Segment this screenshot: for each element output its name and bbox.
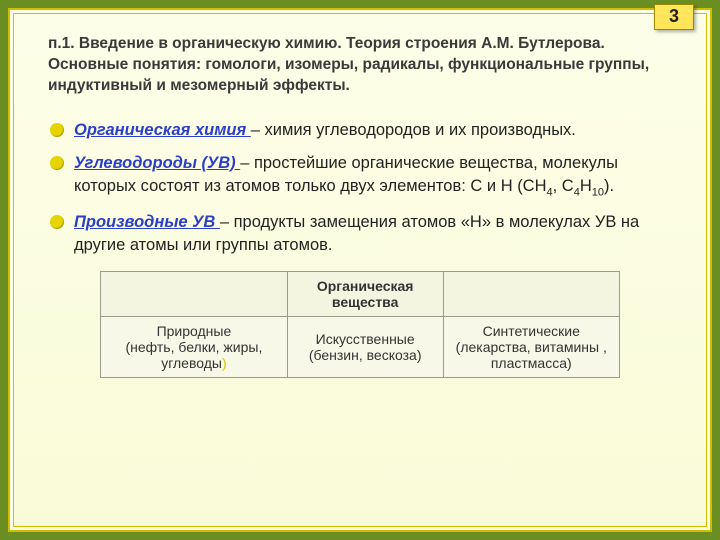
table-row: Природные (нефть, белки, жиры, углеводы)… [101, 316, 620, 377]
definition-item: Углеводороды (УВ) – простейшие органичес… [54, 152, 672, 201]
table-cell: Синтетические (лекарства, витамины , пла… [443, 316, 619, 377]
term-text: – химия углеводородов и их производных. [251, 121, 576, 139]
cell-text: (нефть, белки, жиры, углеводы [125, 339, 262, 371]
term-text: Н [580, 177, 592, 195]
table-cell: Природные (нефть, белки, жиры, углеводы) [101, 316, 288, 377]
term-text: , С [553, 177, 574, 195]
table-header-center: Органическая вещества [287, 271, 443, 316]
slide-panel: п.1. Введение в органическую химию. Теор… [13, 13, 707, 527]
cell-text: Искусственные [316, 331, 415, 347]
table-wrapper: Органическая вещества Природные (нефть, … [48, 271, 672, 378]
cell-text: (лекарства, витамины , пластмасса) [456, 339, 607, 371]
substances-table: Органическая вещества Природные (нефть, … [100, 271, 620, 378]
subscript: 10 [592, 186, 604, 198]
definition-item: Производные УВ – продукты замещения атом… [54, 211, 672, 257]
term-label: Углеводороды (УВ) [74, 154, 240, 172]
slide-outer: 3 п.1. Введение в органическую химию. Те… [8, 8, 712, 532]
cell-text: Природные [157, 323, 232, 339]
term-label: Производные УВ [74, 213, 220, 231]
slide-heading: п.1. Введение в органическую химию. Теор… [48, 34, 672, 97]
table-header-empty [443, 271, 619, 316]
cell-text: (бензин, вескоза) [309, 347, 422, 363]
table-header-row: Органическая вещества [101, 271, 620, 316]
table-cell: Искусственные (бензин, вескоза) [287, 316, 443, 377]
definitions-list: Органическая химия – химия углеводородов… [48, 119, 672, 257]
cell-text: ) [222, 355, 227, 371]
page-number-badge: 3 [654, 4, 694, 30]
term-text: ). [604, 177, 614, 195]
table-header-empty [101, 271, 288, 316]
definition-item: Органическая химия – химия углеводородов… [54, 119, 672, 142]
term-label: Органическая химия [74, 121, 251, 139]
cell-text: Синтетические [483, 323, 580, 339]
